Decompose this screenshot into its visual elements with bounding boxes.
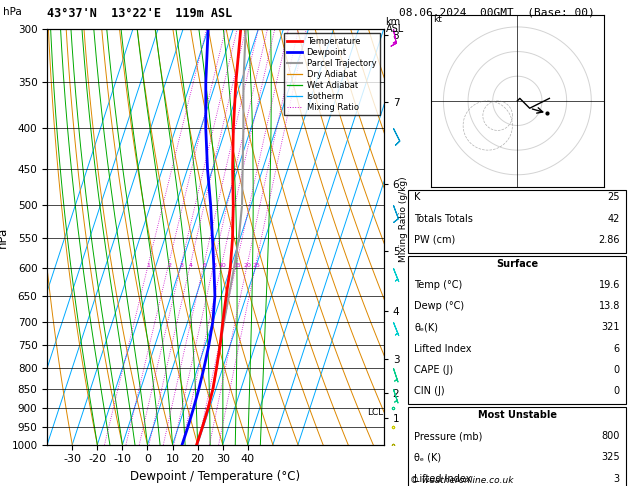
Bar xyxy=(408,256,626,404)
Text: 0: 0 xyxy=(614,386,620,396)
Text: 13.8: 13.8 xyxy=(599,301,620,311)
Text: ASL: ASL xyxy=(386,24,404,35)
Text: kt: kt xyxy=(433,15,442,24)
Text: Totals Totals: Totals Totals xyxy=(414,214,473,224)
Text: θₑ (K): θₑ (K) xyxy=(414,452,442,462)
X-axis label: Dewpoint / Temperature (°C): Dewpoint / Temperature (°C) xyxy=(130,470,301,483)
Text: 325: 325 xyxy=(601,452,620,462)
Text: Most Unstable: Most Unstable xyxy=(477,410,557,420)
Text: Pressure (mb): Pressure (mb) xyxy=(414,431,482,441)
Text: 20: 20 xyxy=(243,262,252,267)
Text: 6: 6 xyxy=(614,344,620,354)
Text: 6: 6 xyxy=(203,262,206,267)
Text: 2: 2 xyxy=(167,262,171,267)
Text: 3: 3 xyxy=(179,262,184,267)
Text: 800: 800 xyxy=(601,431,620,441)
Bar xyxy=(408,190,626,253)
Text: θₑ(K): θₑ(K) xyxy=(414,322,438,332)
Text: 10: 10 xyxy=(218,262,226,267)
Text: 4: 4 xyxy=(189,262,193,267)
Text: © weatheronline.co.uk: © weatheronline.co.uk xyxy=(410,476,514,485)
Text: hPa: hPa xyxy=(3,7,22,17)
Text: 321: 321 xyxy=(601,322,620,332)
Bar xyxy=(408,407,626,486)
Text: 15: 15 xyxy=(233,262,241,267)
Text: Dewp (°C): Dewp (°C) xyxy=(414,301,464,311)
Text: 19.6: 19.6 xyxy=(599,280,620,290)
Text: Lifted Index: Lifted Index xyxy=(414,344,472,354)
Text: Surface: Surface xyxy=(496,259,538,269)
Text: 2.86: 2.86 xyxy=(598,235,620,245)
Text: 3: 3 xyxy=(614,473,620,484)
Text: Lifted Index: Lifted Index xyxy=(414,473,472,484)
Text: 1: 1 xyxy=(147,262,151,267)
Text: Mixing Ratio (g/kg): Mixing Ratio (g/kg) xyxy=(399,176,408,261)
Text: 25: 25 xyxy=(252,262,260,267)
Text: LCL: LCL xyxy=(367,408,383,417)
Text: 43°37'N  13°22'E  119m ASL: 43°37'N 13°22'E 119m ASL xyxy=(47,7,233,20)
Text: 8: 8 xyxy=(212,262,216,267)
Text: 25: 25 xyxy=(608,192,620,203)
Legend: Temperature, Dewpoint, Parcel Trajectory, Dry Adiabat, Wet Adiabat, Isotherm, Mi: Temperature, Dewpoint, Parcel Trajectory… xyxy=(284,34,379,116)
Text: CIN (J): CIN (J) xyxy=(414,386,445,396)
Text: PW (cm): PW (cm) xyxy=(414,235,455,245)
Text: 0: 0 xyxy=(614,365,620,375)
Text: km: km xyxy=(386,17,401,27)
Text: 42: 42 xyxy=(608,214,620,224)
Text: 08.06.2024  00GMT  (Base: 00): 08.06.2024 00GMT (Base: 00) xyxy=(399,7,595,17)
Text: K: K xyxy=(414,192,421,203)
Y-axis label: hPa: hPa xyxy=(0,226,9,247)
Text: CAPE (J): CAPE (J) xyxy=(414,365,454,375)
Text: Temp (°C): Temp (°C) xyxy=(414,280,462,290)
